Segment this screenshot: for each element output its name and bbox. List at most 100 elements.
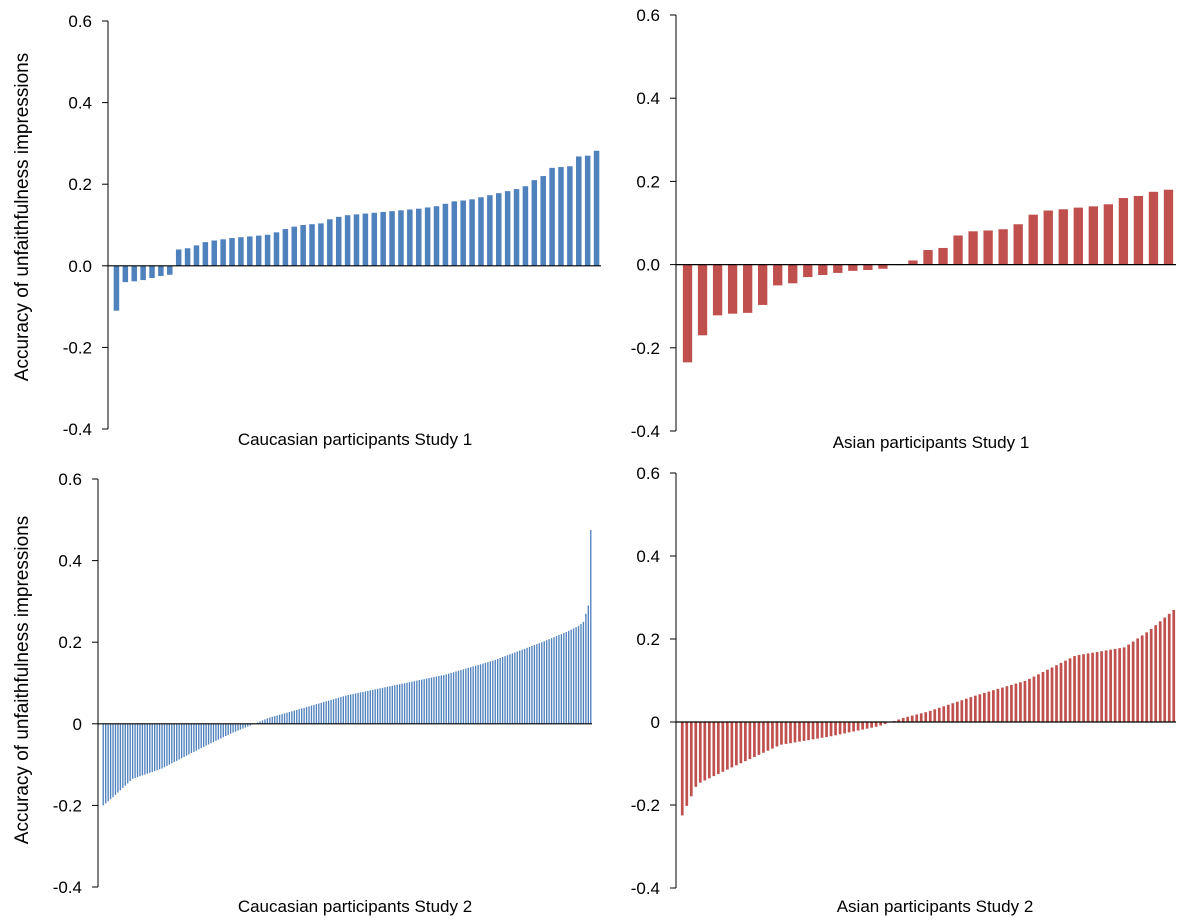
bar xyxy=(1127,644,1131,722)
bar xyxy=(411,681,413,724)
bar xyxy=(443,675,445,724)
bar xyxy=(593,150,600,266)
bar xyxy=(323,702,325,724)
bar xyxy=(327,700,330,724)
bar xyxy=(394,685,396,724)
bar xyxy=(538,643,540,724)
bar xyxy=(166,723,168,766)
bar xyxy=(511,653,514,724)
bar xyxy=(266,718,269,724)
bar xyxy=(762,722,765,753)
bar xyxy=(472,666,474,724)
bar xyxy=(303,707,305,724)
panel-label: Caucasian participants Study 2 xyxy=(238,897,472,916)
bar xyxy=(807,722,810,741)
bar xyxy=(1133,195,1144,265)
y-tick-label: 0.2 xyxy=(58,633,82,652)
bar xyxy=(856,722,860,731)
bar xyxy=(1163,617,1167,722)
bar xyxy=(369,690,371,724)
bar xyxy=(1019,682,1022,722)
bar xyxy=(825,722,828,738)
bar xyxy=(193,245,200,266)
bar xyxy=(421,679,423,724)
bar xyxy=(342,696,344,724)
bar xyxy=(983,230,993,265)
bar xyxy=(139,723,141,777)
bar xyxy=(870,722,873,728)
bar xyxy=(190,723,193,754)
bar xyxy=(185,723,188,756)
bar xyxy=(487,195,493,266)
bar xyxy=(560,634,563,724)
bar xyxy=(455,671,457,724)
bar xyxy=(1068,658,1072,722)
bar xyxy=(401,683,403,724)
bar xyxy=(448,673,450,724)
bar xyxy=(474,665,477,724)
bar xyxy=(1140,635,1144,722)
bar xyxy=(897,719,901,722)
bar xyxy=(232,723,234,733)
y-tick-label: 0.6 xyxy=(636,464,660,483)
bar xyxy=(407,209,413,266)
bar xyxy=(771,722,774,749)
bar xyxy=(386,686,389,724)
bar xyxy=(1077,654,1081,722)
bar xyxy=(298,709,300,724)
bar xyxy=(222,723,224,738)
bar xyxy=(1103,204,1114,265)
bar xyxy=(340,697,342,724)
bar xyxy=(541,642,543,724)
bar xyxy=(565,632,567,724)
bar xyxy=(924,712,928,722)
bar xyxy=(879,722,883,726)
bar xyxy=(122,265,129,283)
bar xyxy=(587,605,589,724)
bar xyxy=(548,639,550,724)
bar xyxy=(315,704,318,724)
bar xyxy=(516,651,518,724)
bar xyxy=(335,698,337,724)
bar xyxy=(550,638,553,724)
panel-label: Asian participants Study 1 xyxy=(833,433,1030,452)
bar xyxy=(789,722,792,744)
bar xyxy=(291,226,298,266)
bar xyxy=(225,723,227,737)
bar xyxy=(327,219,333,266)
bar xyxy=(968,231,978,265)
bar xyxy=(572,628,575,724)
bar xyxy=(543,641,545,724)
bar xyxy=(207,723,210,745)
bar xyxy=(347,695,349,724)
bar xyxy=(470,667,472,724)
bar xyxy=(163,723,166,768)
bar xyxy=(318,223,324,266)
bar xyxy=(865,722,869,729)
bar xyxy=(239,723,242,730)
bar xyxy=(345,695,347,724)
bar xyxy=(1028,214,1038,265)
bar xyxy=(685,722,689,806)
bar xyxy=(344,215,351,266)
bar xyxy=(242,723,244,729)
bar xyxy=(293,710,295,724)
bar xyxy=(960,700,964,722)
bar xyxy=(496,193,502,266)
y-tick-label: 0.4 xyxy=(58,552,82,571)
bar xyxy=(901,717,905,722)
bar xyxy=(983,692,986,722)
bar xyxy=(149,723,151,773)
bar xyxy=(748,722,752,760)
bar xyxy=(134,723,136,778)
bar xyxy=(1037,674,1040,722)
bar xyxy=(371,212,378,266)
bar xyxy=(467,667,469,724)
bar xyxy=(848,264,858,271)
y-tick-label: 0.6 xyxy=(58,470,82,489)
y-tick-label: 0.2 xyxy=(636,172,660,191)
bar xyxy=(462,669,465,724)
panel-caucasian-study1: -0.4 -0.2 0.0 0.2 0.4 0.6 Caucasian participan… xyxy=(63,12,601,449)
bar xyxy=(753,722,756,757)
bar xyxy=(238,237,244,266)
